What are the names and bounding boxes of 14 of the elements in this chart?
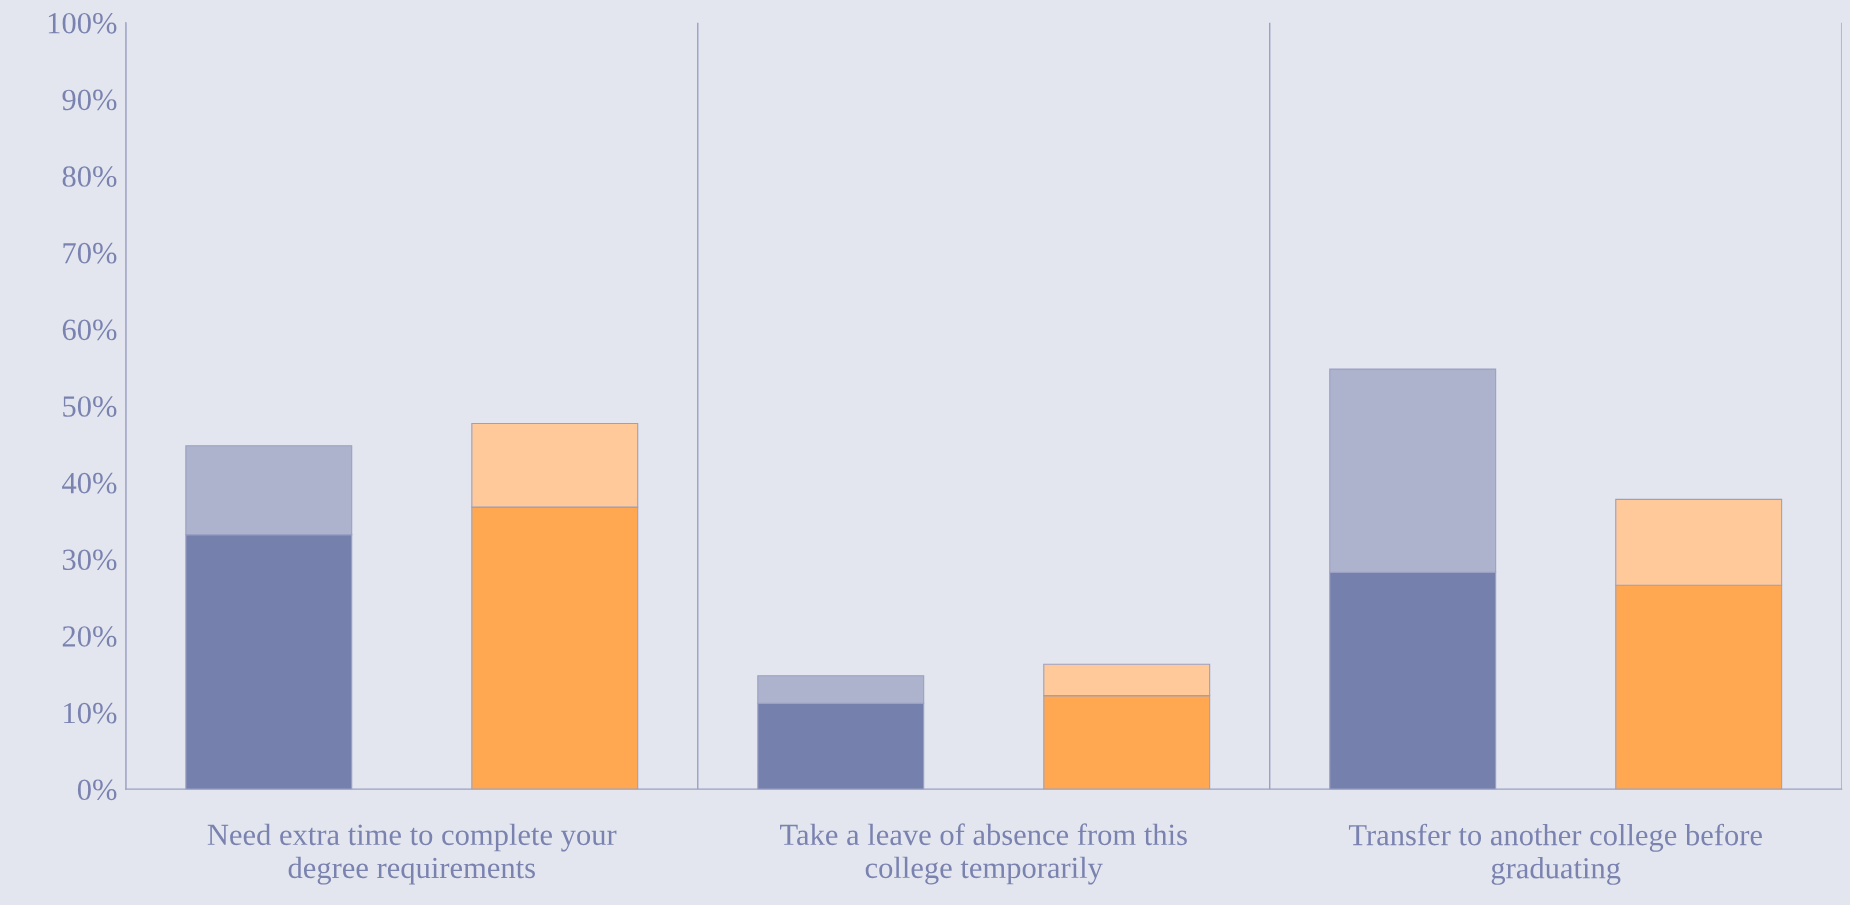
- y-tick-label: 40%: [62, 472, 117, 494]
- y-tick-label: 90%: [62, 89, 117, 111]
- y-tick-label: 50%: [63, 396, 117, 417]
- y-tick-label: 10%: [64, 702, 117, 724]
- y-tick-label: 0%: [77, 779, 117, 801]
- y-tick-label: 20%: [62, 626, 117, 647]
- y-tick-label: 100%: [48, 12, 117, 34]
- text: Need extra time to complete your degree requirements: [207, 823, 617, 885]
- y-tick-label: 30%: [62, 549, 117, 571]
- text: Take a leave of absence from this college temporarily: [780, 823, 1187, 885]
- y-tick-label: 60%: [62, 319, 117, 341]
- y-tick-label: 70%: [63, 242, 117, 264]
- text: Transfer to another college before graduating: [1348, 823, 1762, 885]
- y-tick-label: 80%: [62, 166, 117, 187]
